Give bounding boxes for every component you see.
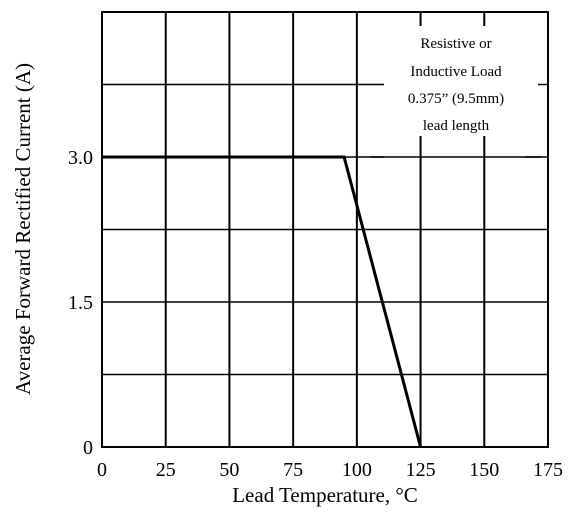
y-tick-labels: 0 1.5 3.0	[68, 147, 93, 459]
y-tick-label: 1.5	[68, 292, 93, 314]
series-layer	[102, 155, 423, 448]
x-tick-label: 100	[342, 459, 372, 481]
annotation-line-4: lead length	[423, 118, 490, 134]
y-tick-label: 0	[83, 437, 93, 459]
plot-frame	[101, 11, 549, 448]
x-tick-label: 125	[406, 459, 436, 481]
annotation-line-3: 0.375” (9.5mm)	[408, 91, 504, 107]
y-axis-title: Average Forward Rectified Current (A)	[11, 63, 35, 395]
annotation-line-2: Inductive Load	[410, 64, 502, 80]
x-axis-title: Lead Temperature, °C	[232, 483, 418, 507]
y-tick-label: 3.0	[68, 147, 93, 169]
x-tick-label: 25	[156, 459, 176, 481]
x-tick-label: 150	[469, 459, 499, 481]
annotation: Resistive or Inductive Load 0.375” (9.5m…	[371, 36, 541, 158]
annotation-line-1: Resistive or	[420, 36, 491, 52]
annotation-box	[384, 26, 538, 136]
x-tick-labels: 0 25 50 75 100 125 150 175	[97, 459, 563, 481]
x-tick-label: 175	[533, 459, 563, 481]
x-tick-label: 50	[219, 459, 239, 481]
x-tick-label: 75	[283, 459, 303, 481]
x-tick-label: 0	[97, 459, 107, 481]
series-line-0	[102, 155, 423, 448]
